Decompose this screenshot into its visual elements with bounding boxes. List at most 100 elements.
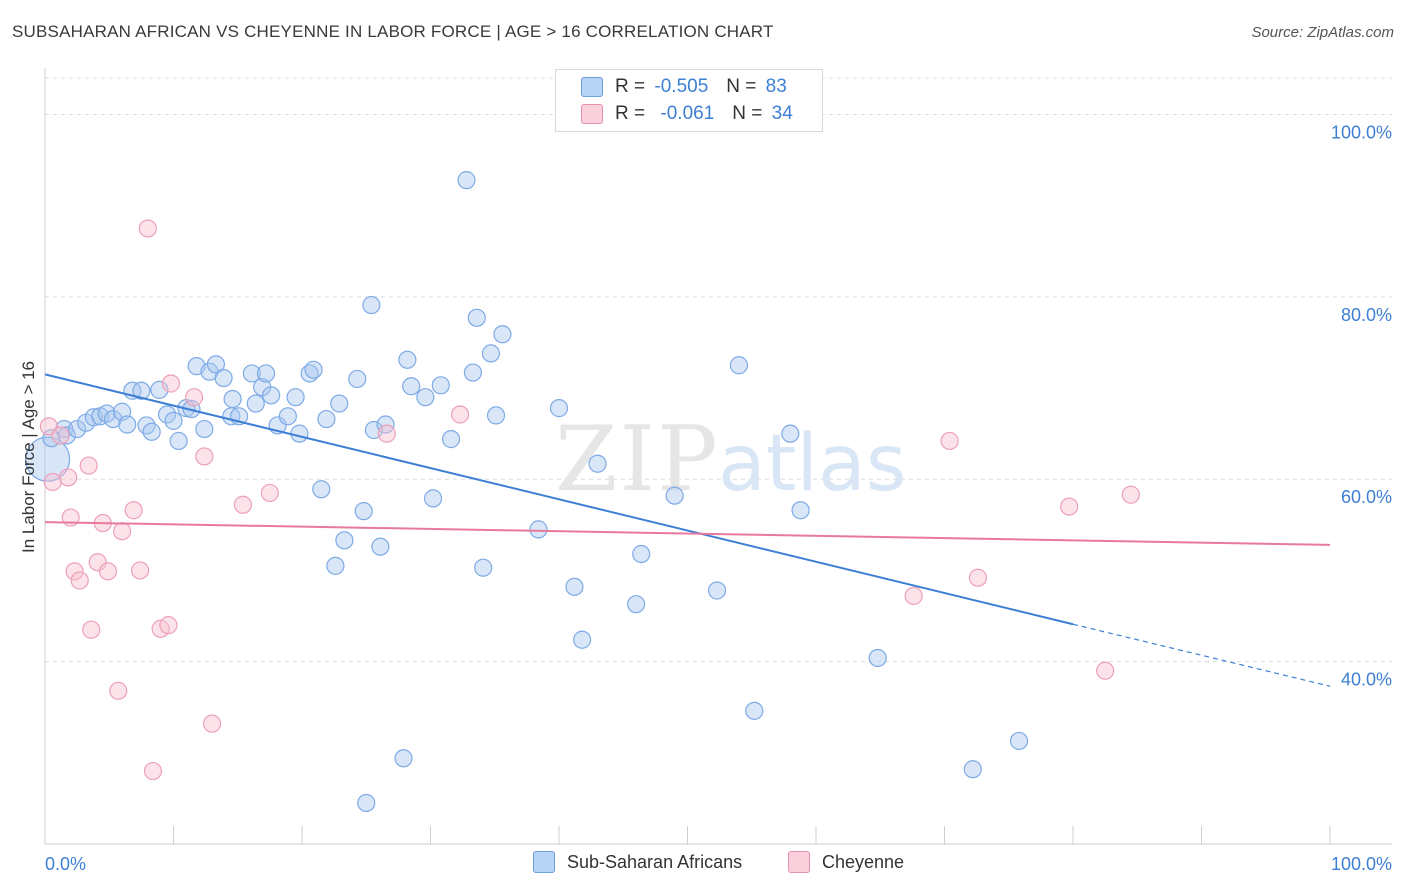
point-sub-saharan [632,544,651,564]
point-sub-saharan [335,531,354,550]
point-cheyenne [940,431,959,451]
legend-r-value: -0.505 [654,76,709,97]
legend-row-sub-saharan: R = -0.505 N = 83 [581,75,787,99]
y-tick-label: 80.0% [1341,305,1392,325]
x-tick-label: 100.0% [1331,854,1392,874]
point-sub-saharan [486,406,506,425]
point-sub-saharan [256,364,276,383]
point-cheyenne [143,761,163,781]
point-cheyenne [130,561,150,580]
point-sub-saharan [354,502,373,521]
chart-source: Source: ZipAtlas.com [1251,24,1394,41]
point-sub-saharan [431,376,450,395]
point-sub-saharan [398,350,417,369]
point-cheyenne [124,501,143,520]
point-sub-saharan [242,364,261,383]
point-sub-saharan [286,388,305,407]
point-sub-saharan [362,295,381,315]
point-sub-saharan [467,308,486,327]
point-sub-saharan [330,394,349,413]
point-cheyenne [260,483,279,503]
point-cheyenne [43,472,62,492]
point-cheyenne [1060,497,1079,516]
point-cheyenne [904,586,923,606]
point-cheyenne [202,714,222,733]
point-cheyenne [450,405,470,424]
point-sub-saharan [169,431,188,451]
point-sub-saharan [68,419,87,439]
point-cheyenne [70,571,89,590]
point-sub-saharan [326,556,345,575]
point-sub-saharan [463,363,483,382]
point-sub-saharan [246,394,265,413]
y-tick-label: 40.0% [1341,670,1392,690]
legend-swatch-blue [533,851,555,873]
point-cheyenne [59,468,78,487]
point-cheyenne [51,426,70,445]
watermark-zip: ZIP [555,407,720,512]
legend-r-value: -0.061 [660,103,715,124]
point-sub-saharan [304,360,323,379]
point-sub-saharan [423,489,443,508]
legend-swatch-pink [581,104,603,124]
point-sub-saharan [195,419,214,439]
point-sub-saharan [312,480,331,499]
point-cheyenne [184,388,204,407]
point-sub-saharan [150,380,169,399]
point-sub-saharan [357,793,376,813]
point-sub-saharan [142,422,161,441]
trend-line-cheyenne [44,521,1331,546]
point-cheyenne [377,424,396,443]
y-tick-label: 100.0% [1331,122,1392,142]
point-cheyenne [109,681,128,700]
point-sub-saharan [416,388,435,407]
point-sub-saharan [132,381,151,400]
point-cheyenne [233,495,252,514]
point-sub-saharan [791,501,810,520]
point-cheyenne [65,562,84,581]
point-sub-saharan [402,377,421,396]
trend-line-sub-saharan [44,373,1074,626]
legend-n-value: 34 [771,103,793,124]
chart-title: SUBSAHARAN AFRICAN VS CHEYENNE IN LABOR … [12,22,774,41]
point-sub-saharan [348,369,367,389]
trend-lines [44,373,1331,687]
point-sub-saharan [745,701,764,720]
y-axis-label: In Labor Force | Age > 16 [19,361,38,553]
point-sub-saharan [729,356,749,375]
point-sub-saharan [371,537,390,556]
legend-swatch-pink [788,851,810,873]
legend-swatch-blue [581,77,603,97]
point-cheyenne [968,568,988,587]
watermark-atlas: atlas [718,419,907,509]
legend-label: Sub-Saharan Africans [567,851,743,872]
point-sub-saharan [493,325,512,344]
point-sub-saharan [481,344,500,363]
point-cheyenne [112,522,132,541]
correlation-legend: R = -0.505 N = 83 R = -0.061 N = 34 [555,69,823,132]
point-cheyenne [88,553,107,572]
point-sub-saharan [214,368,233,388]
point-cheyenne [138,219,157,238]
legend-label: Cheyenne [822,851,905,872]
point-cheyenne [1121,485,1140,504]
point-sub-saharan [223,389,242,409]
point-sub-saharan [549,399,569,418]
point-sub-saharan [626,595,646,614]
point-cheyenne [161,374,181,393]
point-cheyenne [82,620,101,639]
point-sub-saharan [707,581,727,600]
legend-n-label: N = [726,76,757,97]
point-sub-saharan [317,409,336,429]
point-sub-saharan [376,415,395,434]
point-sub-saharan [164,411,183,430]
point-sub-saharan [588,454,607,473]
point-sub-saharan [57,426,76,445]
data-points [24,171,1140,813]
point-sub-saharan [290,424,309,443]
point-cheyenne [98,562,118,581]
point-sub-saharan [457,171,476,190]
point-sub-saharan [565,577,584,596]
bottom-legend-sub-saharan: Sub-Saharan Africans [533,851,742,873]
point-sub-saharan [441,430,461,449]
